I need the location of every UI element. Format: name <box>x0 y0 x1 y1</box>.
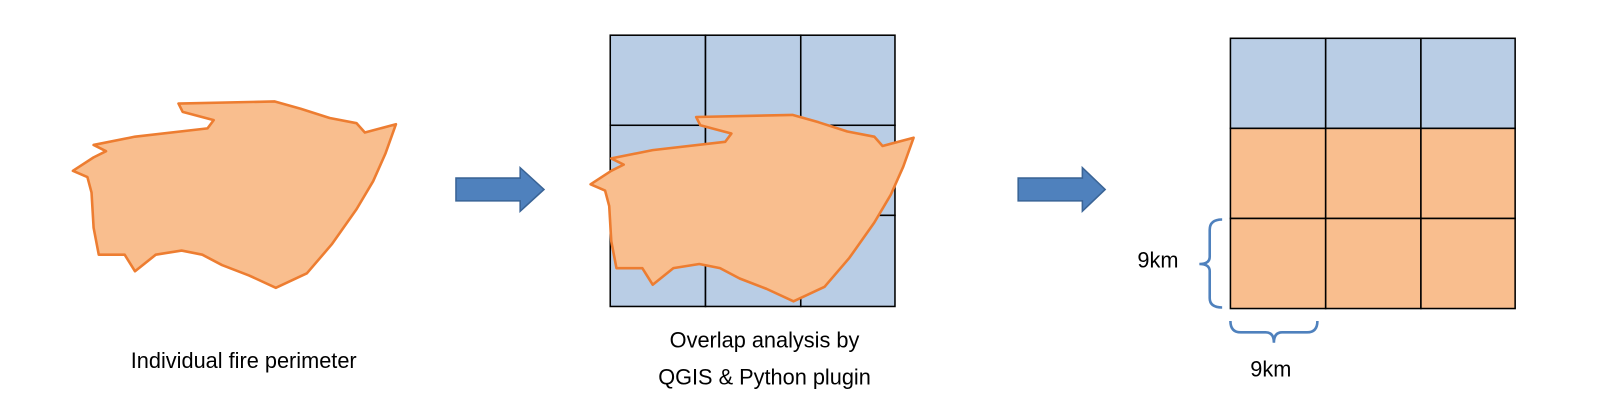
caption: Individual fire perimeter <box>131 348 357 373</box>
bracket <box>1199 218 1223 309</box>
dimension-label: 9km <box>1137 248 1178 273</box>
fire-perimeter <box>71 100 398 290</box>
dimension-label: 9km <box>1250 356 1291 381</box>
arrow <box>1017 165 1107 214</box>
caption: Overlap analysis by <box>670 327 860 352</box>
arrow <box>455 165 546 213</box>
caption: QGIS & Python plugin <box>658 365 871 390</box>
result-grid <box>1229 37 1516 310</box>
bracket <box>1229 320 1319 343</box>
